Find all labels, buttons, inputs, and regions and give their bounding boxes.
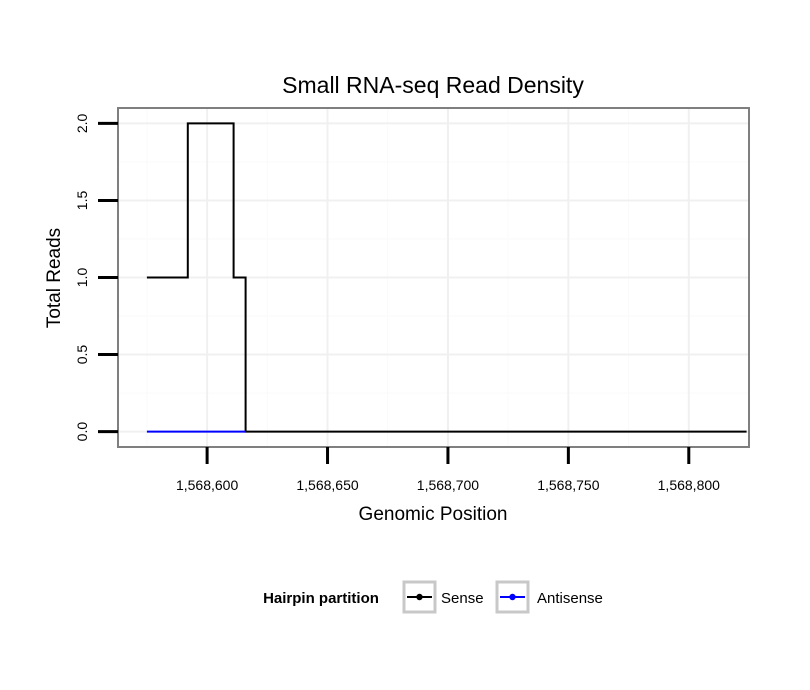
legend-label-antisense: Antisense: [537, 590, 603, 607]
y-axis: 0.0 0.5 1.0 1.5 2.0: [74, 113, 118, 441]
x-axis-title: Genomic Position: [359, 504, 508, 525]
x-tick-label: 1,568,750: [537, 477, 599, 493]
y-tick-label: 0.0: [74, 422, 90, 442]
legend-title: Hairpin partition: [263, 590, 379, 607]
chart-title: Small RNA-seq Read Density: [282, 72, 584, 98]
x-tick-label: 1,568,800: [658, 477, 720, 493]
y-tick-label: 1.0: [74, 268, 90, 288]
x-axis: 1,568,600 1,568,650 1,568,700 1,568,750 1,56…: [176, 447, 720, 493]
x-tick-label: 1,568,650: [296, 477, 358, 493]
series-lines: [146, 122, 747, 433]
series-line-sense: [146, 122, 747, 433]
y-tick-label: 1.5: [74, 191, 90, 211]
legend-key-marker: [416, 593, 423, 601]
legend-label-sense: Sense: [441, 590, 484, 607]
y-tick-label: 2.0: [74, 113, 90, 133]
legend-key-marker: [509, 593, 516, 601]
legend: Hairpin partition Sense Antisense: [263, 580, 603, 614]
y-axis-title: Total Reads: [44, 228, 65, 328]
x-tick-label: 1,568,700: [417, 477, 479, 493]
x-tick-label: 1,568,600: [176, 477, 238, 493]
y-tick-label: 0.5: [74, 345, 90, 365]
